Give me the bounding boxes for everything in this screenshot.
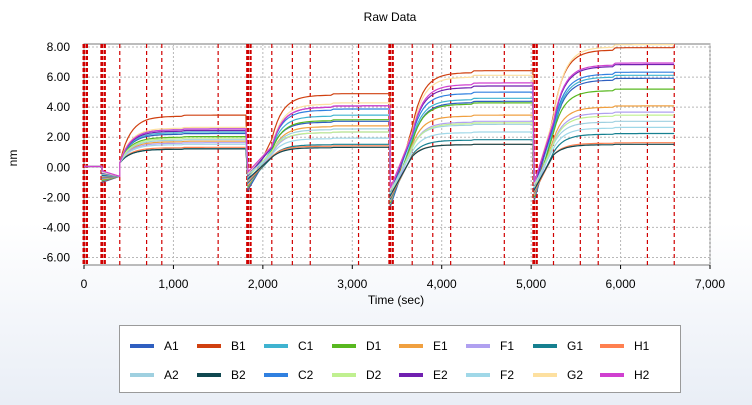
legend-swatch	[399, 344, 423, 348]
series-line-d2	[84, 114, 675, 194]
legend-swatch	[600, 373, 624, 377]
legend-label: H1	[634, 339, 650, 353]
x-tick-label: 2,000	[248, 277, 278, 291]
legend-label: B1	[231, 339, 246, 353]
series-line-h2	[84, 62, 675, 189]
series-line-f2	[84, 126, 675, 193]
y-tick-label: -6.00	[43, 250, 71, 264]
legend-swatch	[197, 344, 221, 348]
legend-label: E1	[433, 339, 448, 353]
legend-item-e2: E2	[399, 367, 448, 383]
series-line-c1	[84, 74, 675, 205]
series-line-b1	[84, 47, 675, 206]
legend-item-h1: H1	[600, 338, 649, 354]
legend-label: F1	[500, 339, 515, 353]
legend-item-f2: F2	[466, 367, 514, 383]
legend-item-f1: F1	[466, 338, 514, 354]
legend-swatch	[533, 344, 557, 348]
series-line-d1	[84, 88, 675, 204]
legend-label: H2	[634, 368, 650, 382]
series-line-e1	[84, 105, 675, 202]
y-tick-label: -4.00	[43, 220, 71, 234]
legend-item-c1: C1	[264, 338, 313, 354]
legend-label: A1	[164, 339, 179, 353]
legend-item-d2: D2	[332, 367, 381, 383]
y-tick-label: 4.00	[47, 100, 71, 114]
legend-label: G1	[567, 339, 584, 353]
legend-swatch	[600, 344, 624, 348]
y-tick-label: 2.00	[47, 130, 71, 144]
legend-label: F2	[500, 368, 515, 382]
legend-swatch	[130, 344, 154, 348]
legend-item-g2: G2	[533, 367, 583, 383]
x-tick-label: 5,000	[516, 277, 546, 291]
legend-swatch	[130, 373, 154, 377]
x-tick-label: 0	[81, 277, 88, 291]
series-line-a2	[84, 120, 675, 197]
y-axis-label: nm	[6, 150, 20, 167]
x-tick-label: 1,000	[158, 277, 188, 291]
legend-item-c2: C2	[264, 367, 313, 383]
series-line-h1	[84, 142, 675, 199]
y-tick-label: 8.00	[47, 40, 71, 54]
y-tick-label: -2.00	[43, 190, 71, 204]
x-tick-label: 3,000	[337, 277, 367, 291]
legend-swatch	[332, 373, 356, 377]
legend-label: B2	[231, 368, 246, 382]
legend-label: A2	[164, 368, 179, 382]
x-tick-label: 4,000	[427, 277, 457, 291]
legend-label: G2	[567, 368, 584, 382]
plot-area: 8.00 6.00 4.00 2.00 0.00 -2.00 -4.00 -6.00 0 1,00…	[43, 40, 726, 291]
legend-item-d1: D1	[332, 338, 381, 354]
legend-item-b1: B1	[197, 338, 246, 354]
legend-label: E2	[433, 368, 448, 382]
legend-swatch	[399, 373, 423, 377]
y-tick-label: 6.00	[47, 70, 71, 84]
legend-item-a1: A1	[130, 338, 179, 354]
legend-swatch	[264, 373, 288, 377]
chart-svg: Raw Data nm Time (sec) 8.00 6.00 4.00 2.00 0…	[6, 10, 726, 307]
legend: A1 B1 C1 D1 E1 F1 G1 H1 A2 B2 C2 D2 E2 F2 G2 H2	[119, 325, 681, 393]
legend-label: D2	[366, 368, 382, 382]
chart-title: Raw Data	[364, 10, 417, 24]
series-line-a1	[84, 77, 675, 207]
series-line-b2	[84, 143, 675, 198]
legend-swatch	[264, 344, 288, 348]
x-tick-label: 6,000	[606, 277, 636, 291]
legend-swatch	[332, 344, 356, 348]
legend-item-a2: A2	[130, 367, 179, 383]
legend-swatch	[197, 373, 221, 377]
legend-swatch	[466, 373, 490, 377]
legend-label: C1	[298, 339, 314, 353]
x-axis-label: Time (sec)	[368, 293, 424, 307]
legend-item-e1: E1	[399, 338, 448, 354]
legend-swatch	[466, 344, 490, 348]
legend-label: D1	[366, 339, 382, 353]
x-tick-label: 7,000	[695, 277, 725, 291]
legend-swatch	[533, 373, 557, 377]
y-tick-label: 0.00	[47, 160, 71, 174]
legend-label: C2	[298, 368, 314, 382]
legend-item-g1: G1	[533, 338, 583, 354]
legend-item-h2: H2	[600, 367, 649, 383]
series-line-g2	[84, 44, 675, 190]
legend-item-b2: B2	[197, 367, 246, 383]
